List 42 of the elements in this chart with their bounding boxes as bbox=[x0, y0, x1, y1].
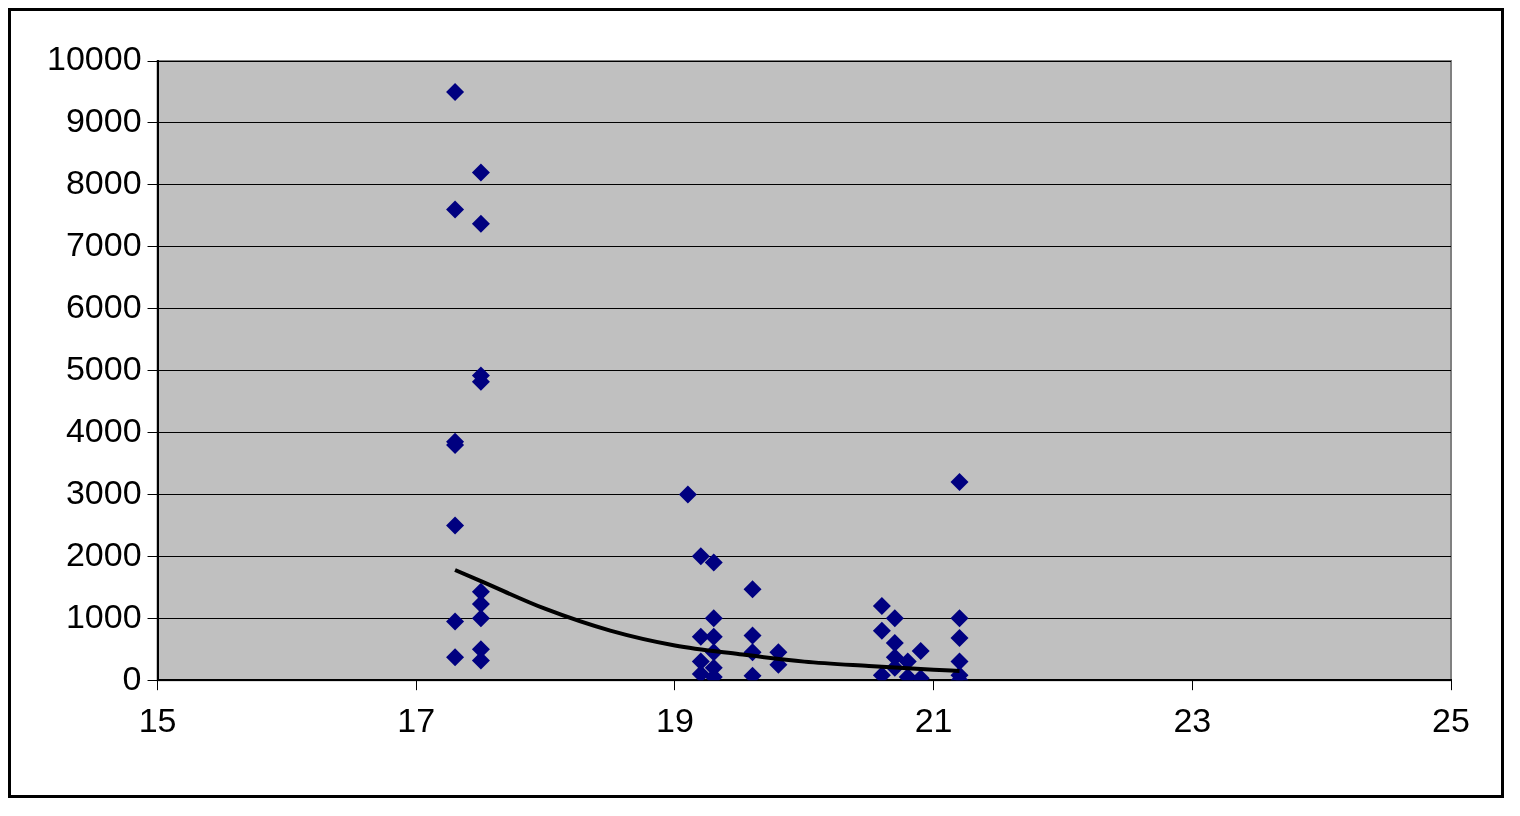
point bbox=[885, 609, 904, 628]
point bbox=[678, 485, 697, 504]
point bbox=[950, 629, 969, 648]
point bbox=[911, 642, 930, 661]
y-tick-label: 3000 bbox=[65, 472, 142, 511]
y-tick-label: 5000 bbox=[65, 348, 142, 387]
point bbox=[446, 200, 465, 219]
point bbox=[950, 609, 969, 628]
point bbox=[691, 665, 710, 681]
x-tick-label: 21 bbox=[914, 700, 953, 739]
y-tick-label: 0 bbox=[122, 658, 142, 697]
point bbox=[885, 634, 904, 653]
point bbox=[743, 580, 762, 599]
point bbox=[704, 553, 723, 572]
y-tick-label: 1000 bbox=[65, 596, 142, 635]
point bbox=[872, 621, 891, 640]
x-tick-label: 25 bbox=[1432, 700, 1470, 739]
x-tick-label: 19 bbox=[656, 700, 694, 739]
point bbox=[446, 516, 465, 535]
x-tick-label: 23 bbox=[1173, 700, 1212, 739]
point bbox=[872, 596, 891, 615]
x-tick-label: 17 bbox=[397, 700, 436, 739]
y-tick-label: 10000 bbox=[47, 39, 142, 78]
point bbox=[950, 473, 969, 492]
point bbox=[471, 609, 490, 628]
point bbox=[950, 652, 969, 671]
point bbox=[691, 547, 710, 566]
point bbox=[446, 82, 465, 101]
point bbox=[743, 626, 762, 645]
x-tick-label: 15 bbox=[138, 700, 177, 739]
point bbox=[704, 609, 723, 628]
y-tick-label: 4000 bbox=[65, 410, 142, 449]
point bbox=[446, 612, 465, 631]
point bbox=[446, 648, 465, 667]
point bbox=[471, 214, 490, 233]
y-tick-label: 6000 bbox=[65, 287, 142, 326]
point bbox=[691, 627, 710, 646]
point bbox=[471, 163, 490, 182]
y-tick-label: 7000 bbox=[65, 225, 142, 264]
y-tick-label: 9000 bbox=[65, 101, 142, 140]
y-tick-label: 8000 bbox=[65, 163, 142, 202]
y-tick-label: 2000 bbox=[65, 534, 142, 573]
